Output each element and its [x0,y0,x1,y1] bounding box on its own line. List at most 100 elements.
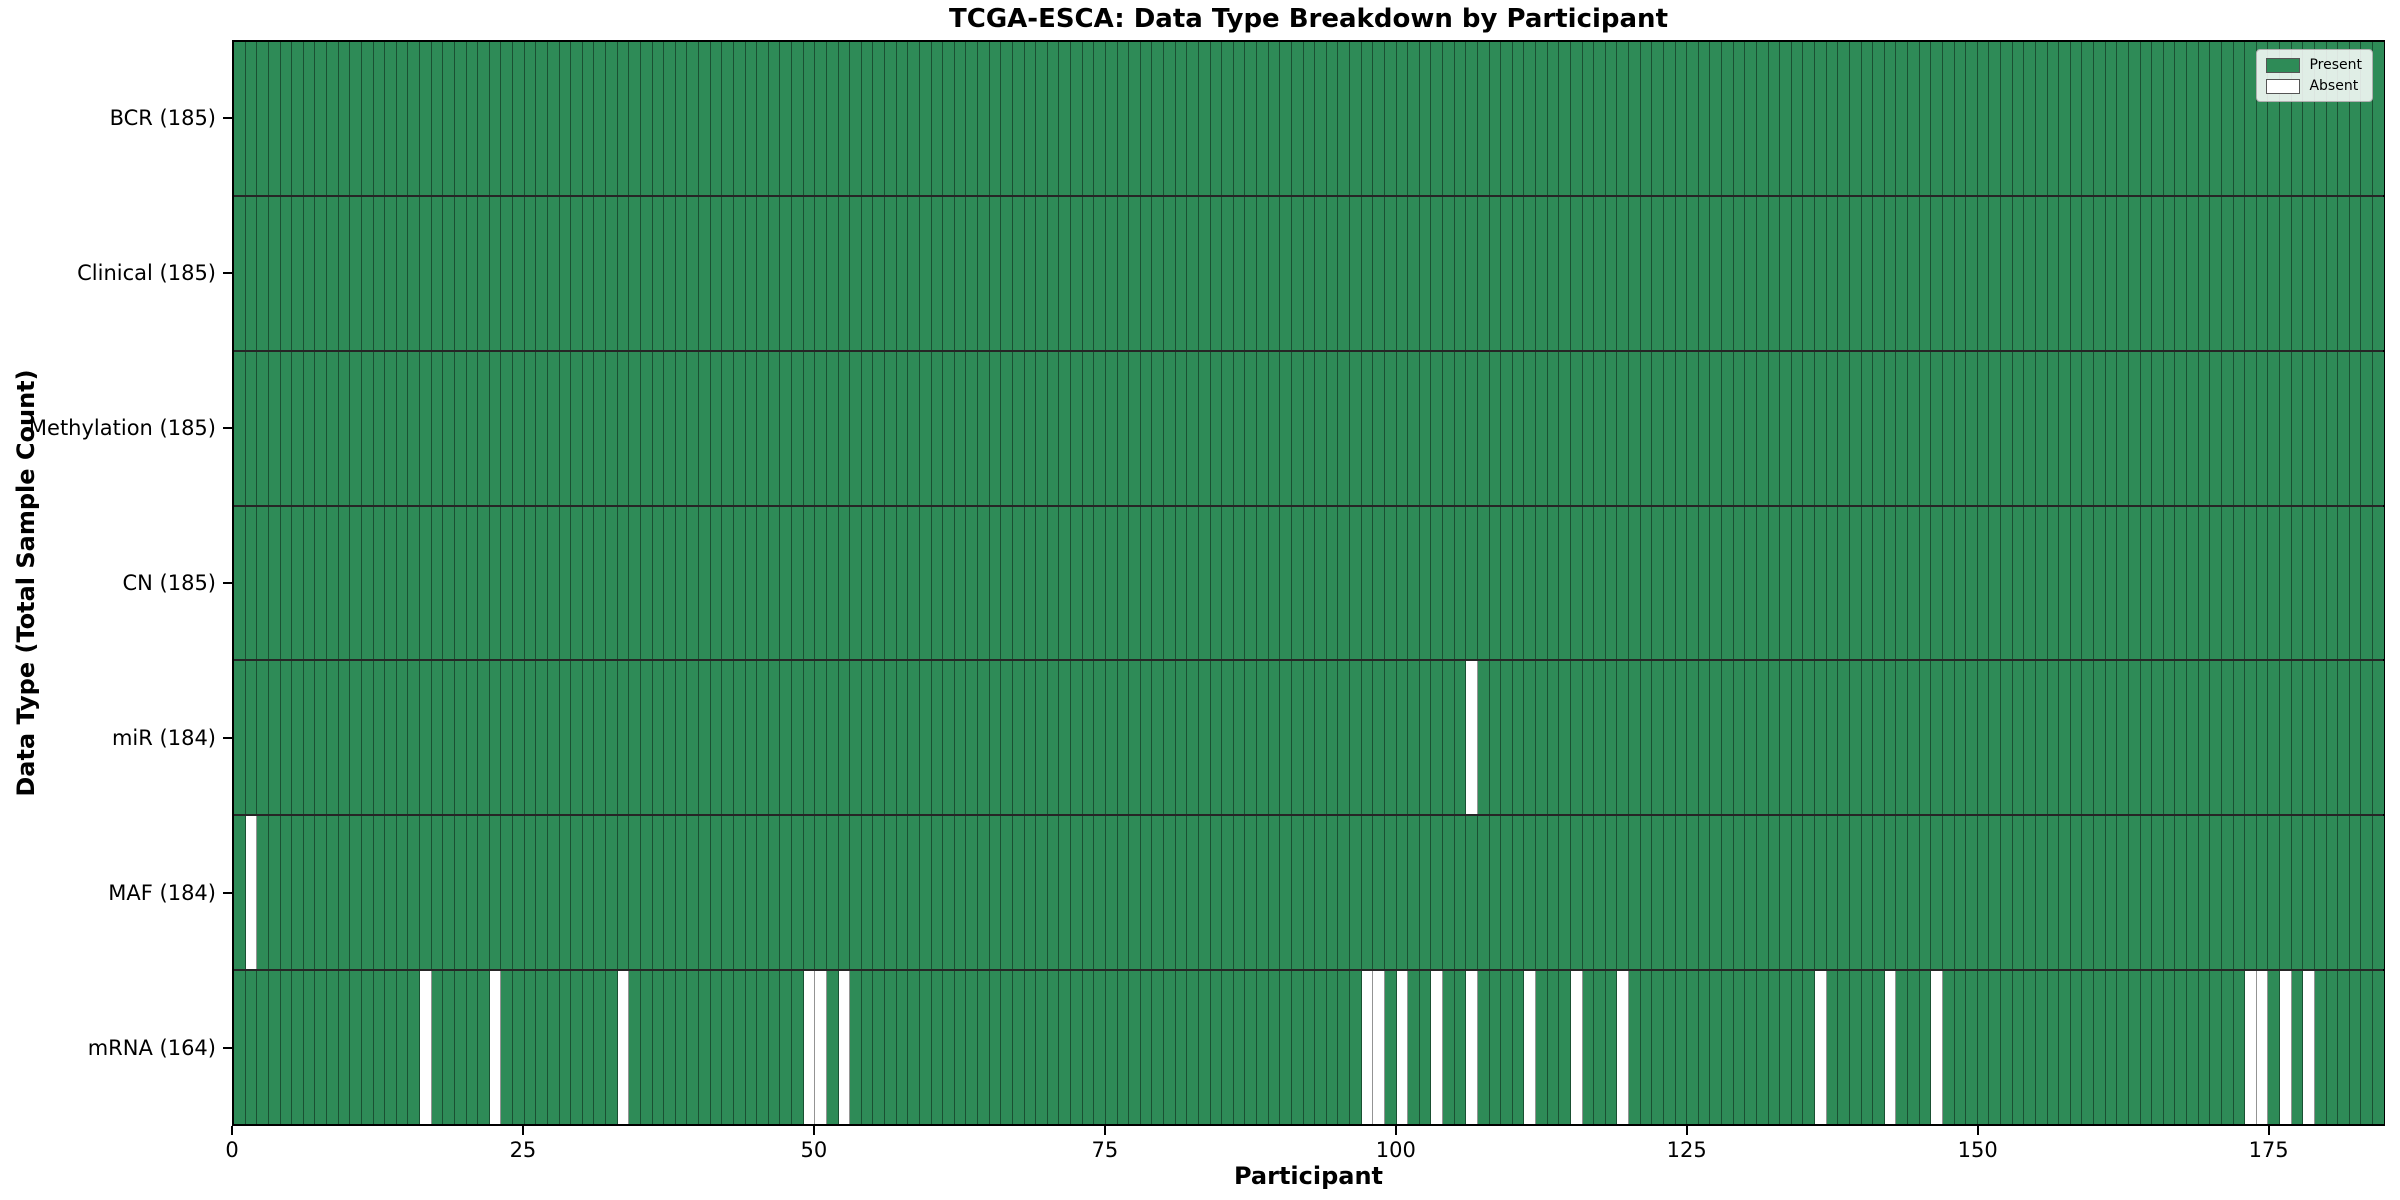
heatmap-cell [1094,351,1106,505]
heatmap-cell [1791,971,1804,1125]
y-tick-label-MAF: MAF (184) [108,881,216,906]
heatmap-cell [1931,42,1943,195]
heatmap-cell [1791,351,1804,505]
heatmap-cell [280,351,293,505]
heatmap-cell [2314,42,2327,195]
heatmap-cell [908,661,920,815]
heatmap-cell [571,506,583,660]
x-tick-label-25: 25 [509,1138,537,1162]
heatmap-cell [1547,816,1560,970]
heatmap-cell [1117,816,1130,970]
heatmap-cell [826,506,839,660]
heatmap-cell [2233,196,2246,350]
x-tick-label-100: 100 [1375,1138,1416,1162]
heatmap-cell [292,196,304,350]
heatmap-cell [1198,506,1211,660]
heatmap-cell [1373,42,1385,195]
heatmap-cell [2268,506,2280,660]
heatmap-cell [2117,816,2129,970]
heatmap-cell [1687,661,1699,815]
heatmap-cell [1408,42,1420,195]
heatmap-cell [385,661,397,815]
heatmap-cell [408,661,420,815]
heatmap-cell [1803,196,1815,350]
heatmap-cell [675,42,688,195]
heatmap-cell [1164,661,1176,815]
heatmap-cell [1047,971,1060,1125]
heatmap-cell [2373,42,2384,195]
heatmap-cell [2280,816,2292,970]
heatmap-cell [1849,971,1862,1125]
heatmap-cell [687,42,699,195]
heatmap-cell [1815,661,1827,815]
heatmap-cell [1733,661,1746,815]
heatmap-cell [896,971,909,1125]
heatmap-cell [594,42,606,195]
heatmap-cell [792,816,804,970]
heatmap-cell [1570,506,1583,660]
y-tick-label-Methylation: Methylation (185) [28,415,216,440]
heatmap-cell [2059,351,2071,505]
heatmap-cell [1222,661,1234,815]
heatmap-cell [1605,351,1618,505]
heatmap-cell [1501,661,1513,815]
heatmap-cell [1873,971,1885,1125]
heatmap-cell [536,351,548,505]
heatmap-cell [1501,42,1513,195]
heatmap-cell [2082,816,2094,970]
heatmap-cell [1803,816,1815,970]
heatmap-cell [2233,816,2246,970]
heatmap-cell [1012,351,1025,505]
heatmap-cell [257,816,269,970]
heatmap-cell [2117,661,2129,815]
heatmap-cell [1536,661,1548,815]
heatmap-cell [861,971,874,1125]
heatmap-cell [1268,42,1281,195]
heatmap-cell [1094,42,1106,195]
heatmap-cell [757,196,769,350]
heatmap-cell [710,42,723,195]
heatmap-cell [1896,661,1908,815]
heatmap-cell [908,42,920,195]
heatmap-cell [768,196,781,350]
heatmap-cell [885,661,897,815]
heatmap-cell [1129,351,1141,505]
heatmap-cell [2105,196,2118,350]
x-tick-mark [1103,1126,1106,1135]
heatmap-cell [513,816,525,970]
heatmap-cell [780,971,792,1125]
heatmap-cell [803,42,816,195]
heatmap-cell [664,42,676,195]
heatmap-cell [1675,196,1688,350]
heatmap-cell [710,971,723,1125]
heatmap-cell [1094,971,1106,1125]
heatmap-cell [315,971,327,1125]
heatmap-cell [1384,42,1397,195]
heatmap-cell [2314,971,2327,1125]
heatmap-cell [1722,42,1734,195]
heatmap-cell [640,351,653,505]
heatmap-cell [1164,42,1176,195]
heatmap-cell [2012,661,2025,815]
heatmap-cell [1291,196,1304,350]
heatmap-cell [1501,351,1513,505]
heatmap-cell [1175,661,1188,815]
heatmap-cell [1326,196,1339,350]
heatmap-cell [1536,506,1548,660]
heatmap-cell [1419,351,1432,505]
heatmap-cell [2326,661,2339,815]
heatmap-cell [1512,661,1525,815]
heatmap-cell [1710,351,1722,505]
heatmap-cell [1966,661,1978,815]
heatmap-cell [2070,816,2083,970]
heatmap-cell [780,196,792,350]
heatmap-cell [1384,816,1397,970]
heatmap-cell [896,196,909,350]
heatmap-cell [292,661,304,815]
heatmap-cell [1908,816,1920,970]
heatmap-cell [454,816,467,970]
heatmap-cell [1257,661,1269,815]
heatmap-cell [234,196,246,350]
heatmap-cell [1338,506,1350,660]
heatmap-cell [1989,351,2001,505]
